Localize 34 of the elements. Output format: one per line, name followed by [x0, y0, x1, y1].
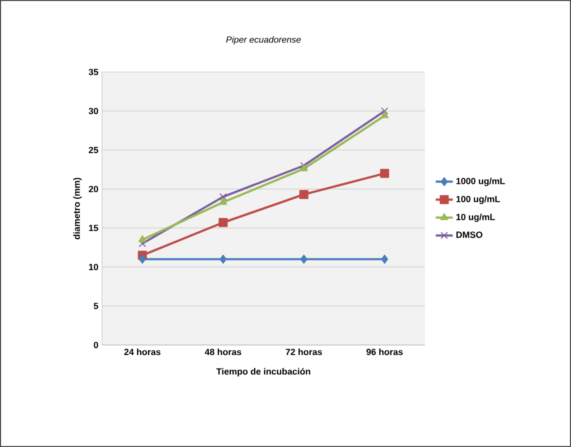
x-axis-title: Tiempo de incubación	[216, 368, 310, 376]
y-axis-title: diametro (mm)	[73, 178, 82, 240]
y-tick-label: 25	[88, 146, 98, 154]
x-tick-label: 96 horas	[366, 348, 403, 356]
point	[300, 164, 308, 172]
legend-label: DMSO	[456, 232, 482, 238]
point	[299, 190, 308, 199]
y-tick-label: 10	[89, 264, 98, 270]
legend-label: 10 ug/mL	[456, 214, 495, 222]
x-tick-label: 48 horas	[204, 348, 242, 356]
x-tick-label: 24 horas	[124, 348, 160, 356]
legend-label: 100 ug/mL	[456, 196, 500, 204]
point	[138, 240, 146, 248]
point	[380, 107, 388, 115]
legend-label: 1000 ug/mL	[456, 178, 505, 186]
point	[218, 218, 228, 228]
y-tick-label: 5	[94, 302, 98, 310]
point	[380, 168, 390, 178]
point	[300, 254, 308, 264]
y-tick-label: 30	[88, 108, 98, 114]
point	[220, 254, 227, 264]
y-tick-label: 15	[89, 224, 98, 232]
point	[380, 111, 389, 118]
point	[138, 254, 146, 264]
point	[381, 254, 388, 264]
point	[300, 162, 308, 170]
x-tick-label: 72 horas	[286, 348, 322, 356]
point	[219, 198, 228, 205]
y-tick-label: 35	[88, 68, 98, 76]
point	[219, 193, 227, 200]
y-tick-label: 0	[94, 342, 98, 348]
y-tick-label: 20	[88, 186, 98, 192]
chart-title: Piper ecuadorense	[226, 36, 301, 44]
point	[138, 235, 146, 242]
